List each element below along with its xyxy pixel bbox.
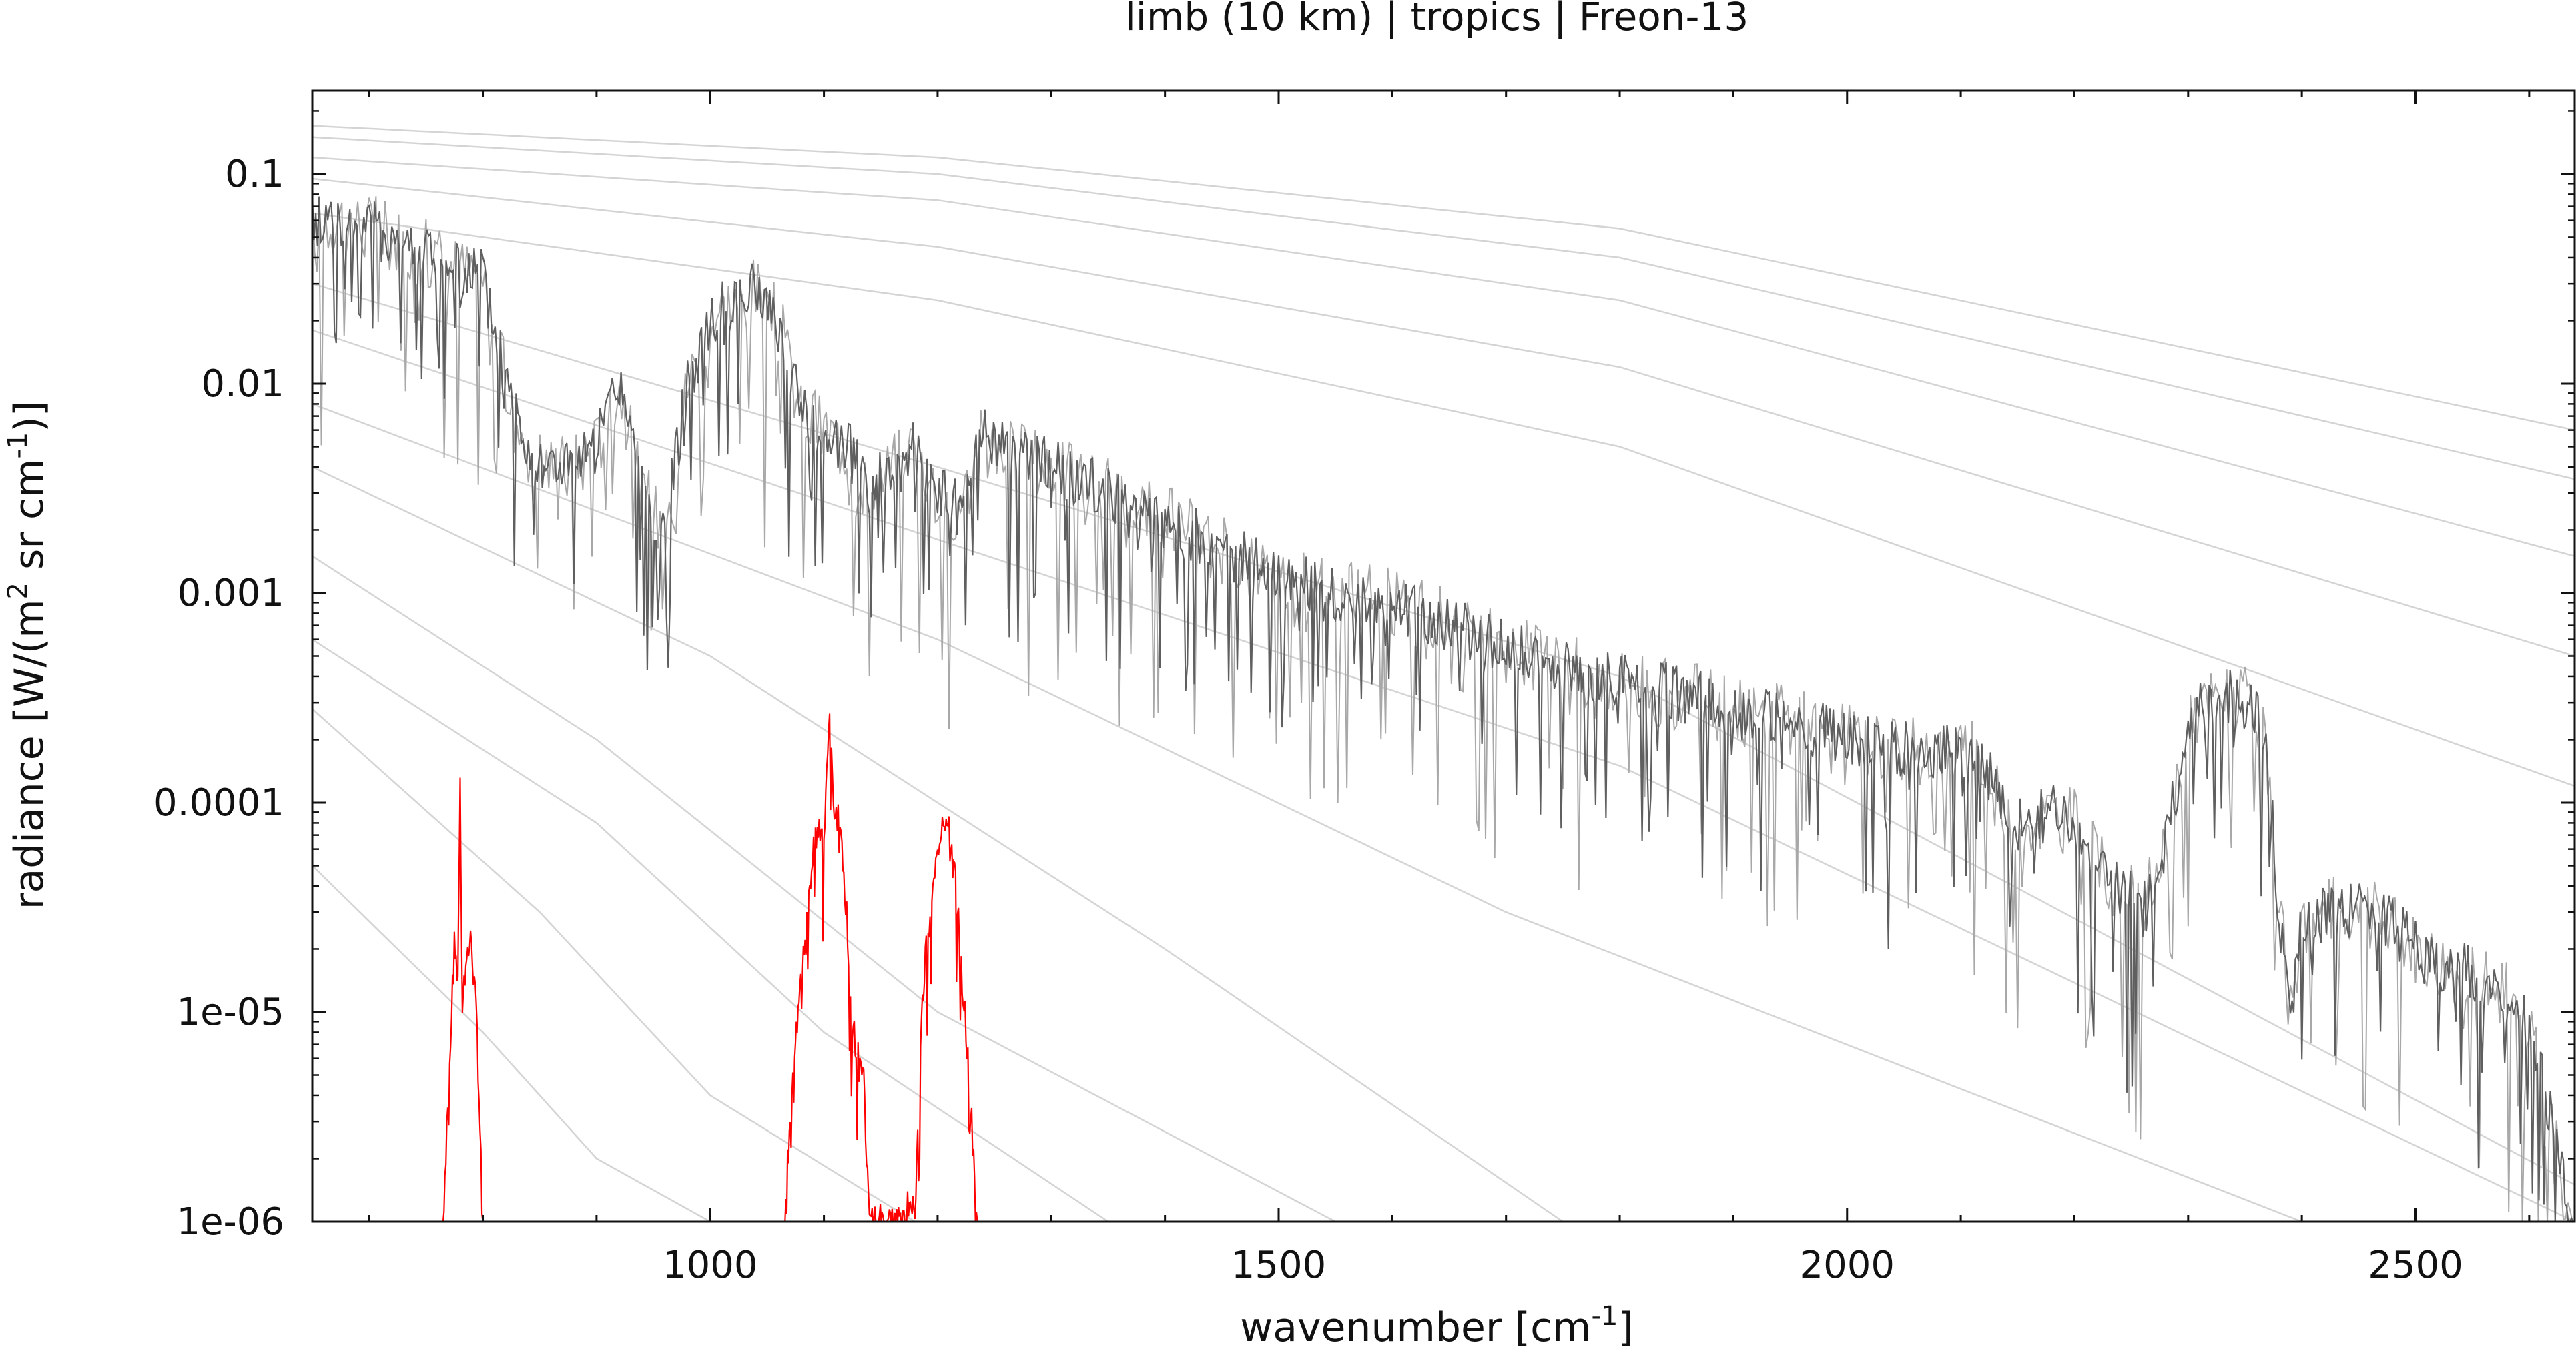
x-tick-label: 1000 xyxy=(663,1244,758,1287)
reference-curve-12 xyxy=(312,708,916,1223)
reference-curves xyxy=(312,125,2575,1223)
x-tick-label: 2500 xyxy=(2368,1244,2463,1287)
plot-frame xyxy=(311,89,2576,1223)
reference-curve-3 xyxy=(312,156,2575,557)
reference-curve-5 xyxy=(312,212,2575,787)
reference-curve-10 xyxy=(312,555,1336,1223)
x-axis-title-sup: -1 xyxy=(1592,1301,1618,1332)
x-tick-label: 1500 xyxy=(1231,1244,1327,1287)
y-axis-title-sup2: -1 xyxy=(3,432,33,459)
y-tick-label: 0.01 xyxy=(201,362,284,406)
reference-curve-8 xyxy=(312,403,2302,1223)
gas-radiance-series xyxy=(442,713,978,1223)
y-axis-title-part1: radiance [W/(m xyxy=(6,599,53,909)
reference-curve-2 xyxy=(312,136,2575,480)
y-axis-title-sup1: 2 xyxy=(3,582,33,599)
reference-curve-7 xyxy=(312,329,2575,1223)
reference-curve-1 xyxy=(312,125,2575,431)
gas-radiance-band-2 xyxy=(784,713,978,1223)
x-tick-label: 2000 xyxy=(1799,1244,1895,1287)
x-axis-ticks: 1000 1500 2000 2500 xyxy=(368,91,2531,1287)
y-axis-title: radiance [W/(m2 sr cm-1)] xyxy=(3,401,53,909)
reference-curve-9 xyxy=(312,466,1564,1223)
y-tick-label: 1e-06 xyxy=(176,1200,284,1244)
x-axis-title: wavenumber [cm-1] xyxy=(1240,1301,1634,1351)
total-radiance-line xyxy=(311,196,2575,1223)
y-axis-title-part3: )] xyxy=(6,401,53,432)
x-axis-title-end: ] xyxy=(1618,1304,1633,1351)
gas-radiance-band-1 xyxy=(442,777,484,1222)
y-tick-label: 1e-05 xyxy=(176,991,284,1034)
y-tick-label: 0.1 xyxy=(225,153,284,196)
chart-title: limb (10 km) | tropics | Freon-13 xyxy=(1125,0,1749,39)
reference-curve-4 xyxy=(312,177,2575,657)
y-axis-title-part2: sr cm xyxy=(6,458,53,582)
total-radiance-series xyxy=(311,191,2575,1223)
reference-curve-13 xyxy=(312,865,711,1223)
y-tick-label: 0.001 xyxy=(178,572,284,615)
y-axis-ticks: 0.1 0.01 0.001 0.0001 1e-05 1e-06 xyxy=(153,110,2575,1244)
reference-curve-11 xyxy=(312,638,1109,1223)
x-axis-title-main: wavenumber [cm xyxy=(1240,1304,1591,1351)
y-tick-label: 0.0001 xyxy=(153,781,284,825)
